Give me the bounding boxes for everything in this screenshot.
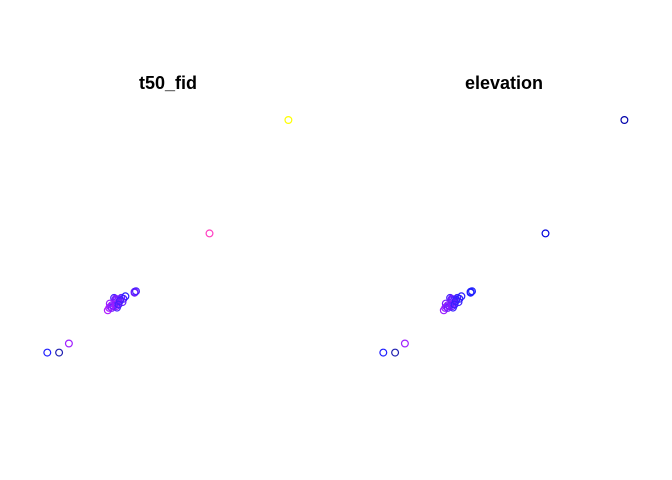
data-point [284,115,293,124]
data-point [379,348,388,357]
data-point [441,299,450,308]
data-point [451,296,460,305]
data-point [115,296,124,305]
data-point [620,115,629,124]
data-point [541,229,550,238]
data-point [64,339,73,348]
data-point [106,302,115,311]
data-point [55,348,64,357]
data-point [130,288,139,297]
panel-elevation: elevation [379,73,629,357]
data-point [43,348,52,357]
data-point [132,287,141,296]
data-point [442,302,451,311]
data-point [400,339,409,348]
data-point [205,229,214,238]
points-elevation [379,115,629,357]
data-point [114,300,123,309]
data-point [105,299,114,308]
panel-title-elevation: elevation [465,73,543,93]
data-point [468,287,477,296]
panel-t50-fid: t50_fid [43,73,293,357]
data-point [107,303,116,312]
panel-title-t50-fid: t50_fid [139,73,197,93]
data-point [443,303,452,312]
data-point [466,288,475,297]
data-point [391,348,400,357]
data-point [450,300,459,309]
points-t50-fid [43,115,293,357]
